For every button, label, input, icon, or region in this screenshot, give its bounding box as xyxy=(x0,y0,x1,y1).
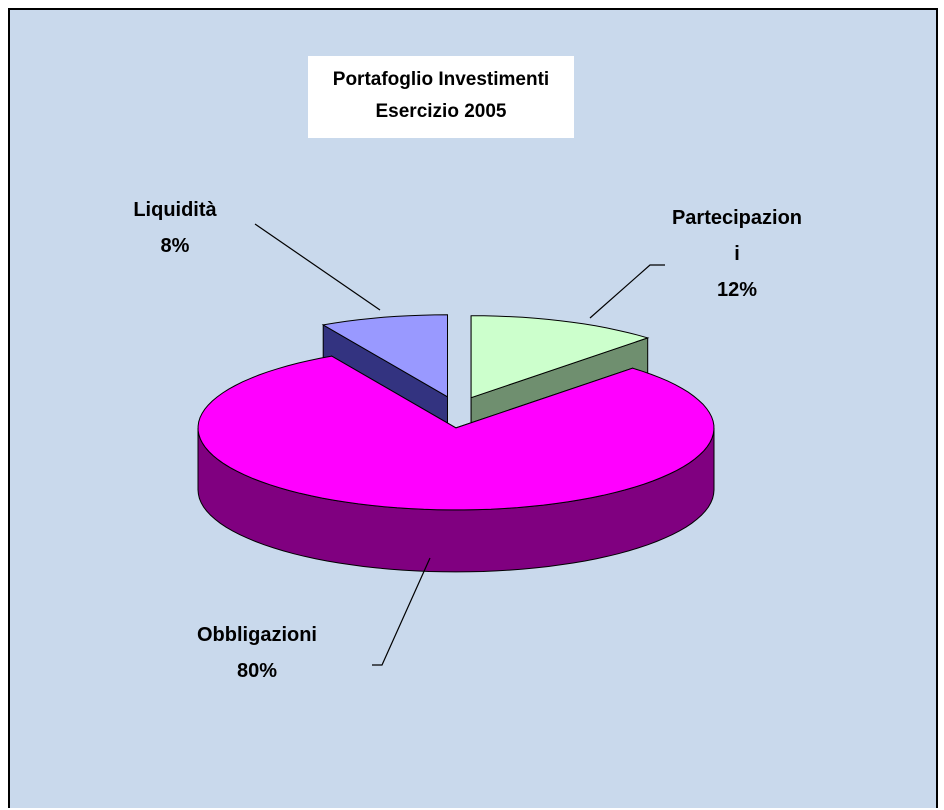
slice xyxy=(321,314,448,398)
category-label: Liquidità xyxy=(133,199,217,221)
chart xyxy=(197,223,715,666)
leader-line xyxy=(254,223,381,311)
pie xyxy=(197,314,715,573)
leader-line xyxy=(372,557,431,666)
chart-title-box: Portafoglio Investimenti Esercizio 2005 xyxy=(308,56,574,138)
value-label: 12% xyxy=(716,279,758,301)
slice-label: Liquidità 8% xyxy=(100,192,250,264)
value-label: 80% xyxy=(236,660,278,682)
slice-label: Obbligazioni 80% xyxy=(182,617,332,689)
chart-title: Portafoglio Investimenti xyxy=(332,69,550,90)
chart-subtitle: Esercizio 2005 xyxy=(375,101,507,122)
category-label: Partecipazioni xyxy=(671,207,803,265)
chart-area: Portafoglio Investimenti Esercizio 2005 … xyxy=(8,8,938,808)
slice xyxy=(470,315,650,399)
slice xyxy=(197,355,715,511)
leader-line xyxy=(589,264,665,319)
value-label: 8% xyxy=(160,235,190,257)
category-label: Obbligazioni xyxy=(197,624,317,646)
slice-label: Partecipazioni 12% xyxy=(662,200,812,308)
